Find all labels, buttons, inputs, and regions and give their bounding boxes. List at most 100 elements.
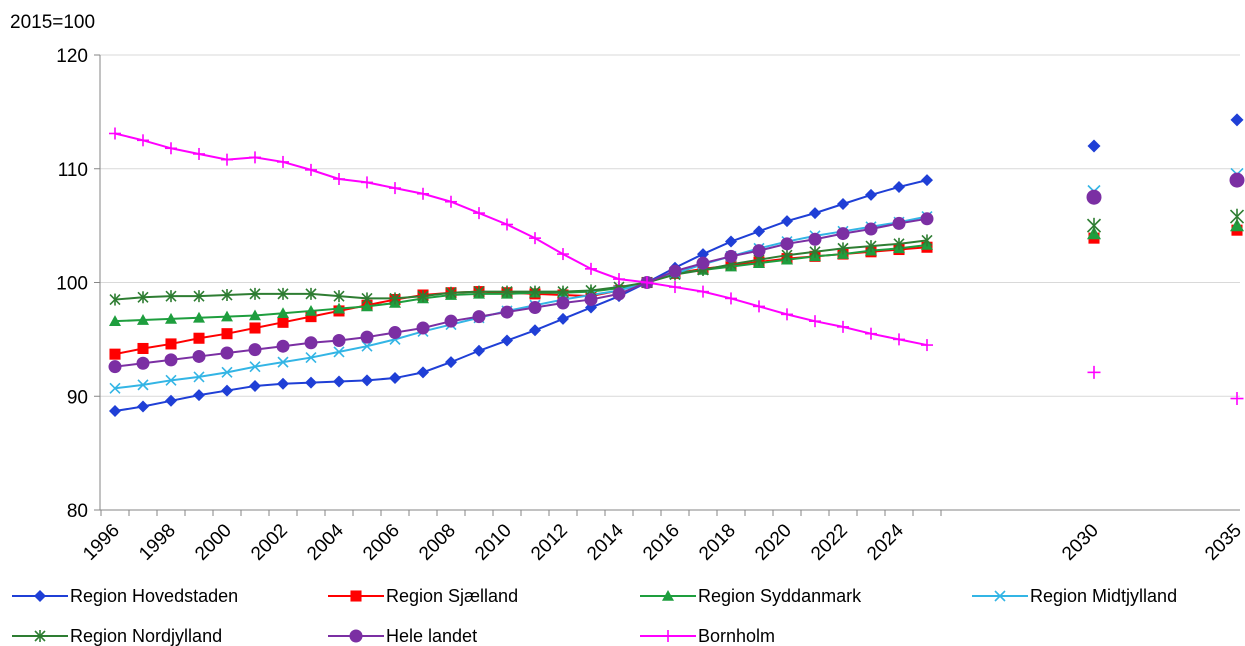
x-tick-label-2030: 2030	[1058, 520, 1103, 565]
point-bornholm-2018	[725, 292, 737, 305]
legend-item-bornholm: Bornholm	[640, 626, 775, 646]
point-hele-landet-2012	[556, 296, 570, 310]
forecast-point-region-syddanmark-2035	[1230, 218, 1244, 232]
forecast-point-region-nordjylland-2035	[1229, 208, 1245, 225]
point-region-hovedstaden-2000	[221, 384, 233, 397]
point-bornholm-2007	[417, 187, 429, 200]
point-region-nordjylland-2000	[221, 289, 233, 302]
point-region-hovedstaden-2024	[893, 180, 905, 193]
point-region-hovedstaden-2001	[249, 380, 261, 393]
point-region-hovedstaden-2019	[753, 225, 765, 238]
legend-item-region-sjælland: Region Sjælland	[328, 586, 518, 606]
legend-label-hele-landet: Hele landet	[386, 626, 477, 646]
point-region-hovedstaden-2009	[473, 344, 485, 357]
y-tick-label-110: 110	[58, 160, 88, 181]
y-tick-label-80: 80	[67, 501, 88, 522]
point-hele-landet-2002	[276, 339, 290, 353]
point-region-hovedstaden-2010	[501, 334, 513, 347]
forecast-point-bornholm-2030	[1087, 365, 1101, 379]
legend-marker-bornholm	[662, 630, 674, 642]
gridlines	[100, 54, 1240, 397]
point-hele-landet-2018	[724, 249, 738, 263]
point-region-nordjylland-2023	[865, 240, 877, 253]
point-region-nordjylland-2020	[781, 249, 793, 262]
point-region-midtjylland-2002-b	[277, 356, 289, 368]
y-tick-label-120: 120	[56, 46, 88, 67]
point-bornholm-2005	[361, 176, 373, 189]
forecast-point-region-hovedstaden-2030	[1087, 139, 1101, 153]
point-region-syddanmark-2005	[361, 300, 373, 312]
point-region-nordjylland-2012	[557, 285, 569, 298]
point-region-hovedstaden-2025	[921, 174, 933, 187]
legend-item-region-nordjylland: Region Nordjylland	[12, 626, 222, 646]
series-line-region-midtjylland	[114, 215, 928, 390]
point-bornholm-1996	[109, 127, 121, 140]
series-region-midtjylland	[109, 167, 1244, 394]
series-region-sjælland	[109, 224, 1243, 360]
point-region-midtjylland-1996	[109, 382, 121, 394]
point-hele-landet-1996	[108, 360, 122, 374]
x-tick-label-1996: 1996	[79, 520, 124, 565]
point-bornholm-2016	[669, 281, 681, 294]
point-bornholm-2023	[865, 327, 877, 340]
point-region-nordjylland-2007	[417, 290, 429, 303]
point-region-midtjylland-1999-b	[193, 371, 205, 383]
point-region-midtjylland-1998	[165, 374, 177, 386]
series-line-bornholm	[114, 132, 928, 347]
x-tick-label-2008: 2008	[415, 520, 460, 565]
point-region-nordjylland-2005	[361, 292, 373, 305]
point-region-hovedstaden-2023	[865, 188, 877, 201]
y-tick-label-90: 90	[67, 387, 88, 408]
point-hele-landet-2022	[836, 227, 850, 241]
point-region-nordjylland-2006	[389, 292, 401, 305]
point-region-sjælland-2001	[249, 322, 261, 334]
point-hele-landet-2001	[248, 343, 262, 357]
x-tick-label-2035: 2035	[1201, 520, 1245, 565]
point-region-nordjylland-1999	[193, 290, 205, 303]
legend-label-region-nordjylland: Region Nordjylland	[70, 626, 222, 646]
point-region-syddanmark-1998	[165, 312, 177, 324]
point-hele-landet-2017	[696, 256, 710, 270]
point-region-hovedstaden-1996	[109, 405, 121, 418]
point-region-sjælland-1997	[137, 342, 149, 354]
point-hele-landet-1999	[192, 349, 206, 363]
x-tick-label-2022: 2022	[807, 520, 852, 565]
point-region-midtjylland-2002	[277, 356, 289, 368]
point-bornholm-2025	[921, 339, 933, 352]
point-region-hovedstaden-2004	[333, 375, 345, 388]
point-region-sjælland-1998	[165, 338, 177, 350]
point-region-midtjylland-2003	[305, 352, 317, 364]
point-region-syddanmark-2001	[249, 309, 261, 321]
point-hele-landet-2005	[360, 330, 374, 344]
point-hele-landet-2019	[752, 244, 766, 258]
forecast-point-region-nordjylland-2030	[1086, 217, 1102, 234]
point-region-midtjylland-2000-b	[221, 366, 233, 378]
point-region-midtjylland-2001	[249, 361, 261, 373]
point-region-hovedstaden-2006	[389, 372, 401, 385]
point-region-nordjylland-2021	[809, 245, 821, 258]
point-bornholm-2004	[333, 172, 345, 185]
point-region-sjælland-2000	[221, 328, 233, 340]
x-tick-label-2014: 2014	[583, 520, 628, 565]
point-hele-landet-2014	[612, 287, 626, 301]
y-tick-label-100: 100	[56, 274, 88, 295]
point-hele-landet-1998	[164, 353, 178, 367]
point-hele-landet-2023	[864, 222, 878, 236]
legend-item-region-hovedstaden: Region Hovedstaden	[12, 586, 238, 606]
point-region-midtjylland-2004-b	[333, 346, 345, 358]
x-tick-label-2012: 2012	[527, 520, 572, 565]
point-hele-landet-2025	[920, 212, 934, 226]
point-bornholm-1998	[165, 142, 177, 155]
point-bornholm-2002	[277, 155, 289, 168]
point-hele-landet-2008	[444, 314, 458, 328]
point-hele-landet-2000	[220, 346, 234, 360]
point-bornholm-2013	[585, 262, 597, 275]
point-region-midtjylland-2000	[221, 366, 233, 378]
point-region-nordjylland-2004	[333, 290, 345, 303]
point-bornholm-2020	[781, 308, 793, 321]
legend-item-region-midtjylland: Region Midtjylland	[972, 586, 1177, 606]
x-axis: 1996 1998 2000 2002 2004 2006 2008 2010 2012 2014…	[79, 509, 1245, 565]
x-tick-label-2006: 2006	[359, 520, 404, 565]
point-region-nordjylland-2024	[893, 237, 905, 250]
point-region-hovedstaden-2003	[305, 376, 317, 389]
